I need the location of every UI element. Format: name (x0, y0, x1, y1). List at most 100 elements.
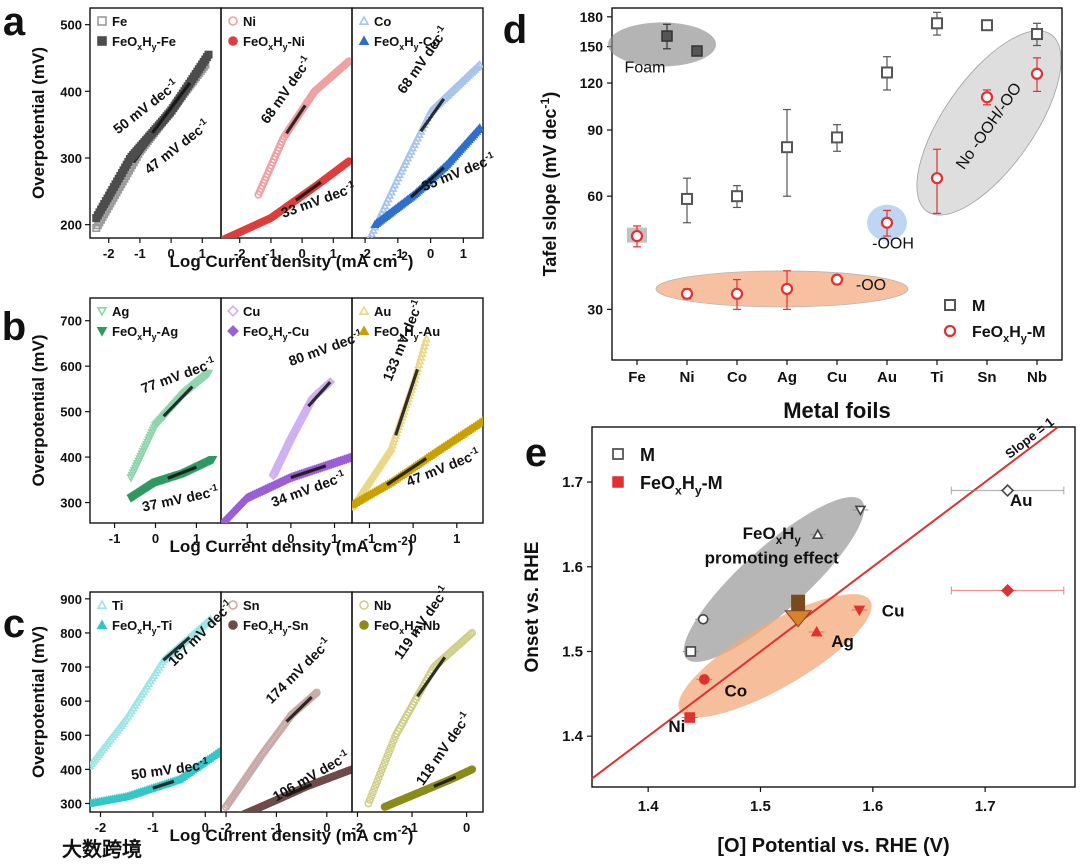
metal-point (382, 755, 391, 764)
rich-label-part: x (399, 332, 404, 342)
tafel-fit-line (162, 636, 191, 662)
metal-point (205, 614, 216, 623)
metal-point (681, 192, 693, 205)
rich-label-part: x (268, 42, 273, 52)
rich-label-part: H (273, 618, 282, 633)
x-tick-label: 1 (331, 531, 338, 546)
slope-one-line (591, 426, 1059, 780)
x-tick-label: 1.6 (862, 798, 883, 815)
x-axis-title: Metal foils (783, 398, 891, 423)
rich-label-part: Log Current density (mA cm (170, 252, 398, 271)
subplot-data (222, 688, 352, 812)
rich-label-part: H (404, 34, 413, 49)
rich-label-part: H (404, 618, 413, 633)
legend-marker-feoxhy (228, 36, 238, 46)
rich-label-part: x (137, 332, 142, 342)
metal-point (421, 334, 431, 343)
rich-label-part: -Co (419, 34, 441, 49)
legend-label-metal: Ti (112, 598, 123, 613)
feoxhy-point (684, 712, 696, 723)
metal-point (344, 57, 352, 66)
feoxhy-point (344, 157, 352, 166)
rich-label-part: -M (702, 473, 723, 493)
rich-label-part: -Au (419, 324, 441, 339)
feoxhy-point (880, 216, 894, 229)
rich-label-part: -1 (208, 482, 219, 495)
feoxhy-point (930, 172, 944, 185)
rich-label-part: ) (408, 537, 414, 556)
metal-point (343, 58, 352, 67)
feoxhy-point (830, 273, 844, 286)
metal-point (370, 784, 379, 793)
x-tick-label: 1.4 (638, 798, 660, 815)
rich-label-part: x (137, 626, 142, 636)
metal-point (781, 141, 793, 154)
metal-point (379, 762, 388, 771)
y-tick-label: 30 (587, 301, 603, 317)
y-tick-label: 180 (580, 9, 604, 25)
subplot-data (367, 59, 483, 238)
no-ooh-group-shade (916, 30, 1062, 216)
rich-label-part: H (142, 618, 151, 633)
y-axis-label: Tafel slope (mV dec-1) (538, 92, 560, 277)
rich-label-part: y (414, 42, 419, 52)
metal-point (383, 751, 392, 760)
metal-point-label: Co (725, 681, 748, 700)
rich-label-part: x (268, 626, 273, 636)
y-tick-label: 60 (587, 188, 603, 204)
legend-label-metal: M (972, 298, 985, 315)
metal-point (389, 736, 398, 745)
x-axis-label: Log Current density (mA cm-2) (170, 536, 414, 556)
legend-label-feoxhy: FeOxHy-Ag (112, 324, 178, 342)
metal-point (373, 777, 382, 786)
rich-label-part: -Ag (157, 324, 179, 339)
rich-label-part: y (414, 626, 419, 636)
metal-point (377, 766, 386, 775)
metal-point-label: Ni (668, 717, 685, 736)
x-tick-label: -1 (109, 531, 121, 546)
metal-point (685, 646, 697, 657)
legend-label-feoxhy: FeOxHy-Fe (112, 34, 176, 52)
rich-label-part: -M (1027, 324, 1046, 341)
tafel-slope-label: 167 mV dec-1 (164, 596, 237, 669)
metal-point (374, 773, 383, 782)
rich-label-part: -Ni (288, 34, 305, 49)
subplot-frame (351, 297, 484, 524)
x-tick-label: 1.7 (975, 798, 996, 815)
subplot-frame (351, 7, 484, 239)
metal-point (204, 369, 214, 378)
y-tick-label: 150 (580, 39, 604, 55)
rich-label-part: y (414, 332, 419, 342)
x-tick-label: -1 (241, 531, 253, 546)
y-tick-label: 400 (60, 84, 82, 99)
legend-label-feoxhy: FeOxHy-Ni (243, 34, 305, 52)
metal-point (854, 505, 867, 517)
plot-frame (591, 426, 1076, 788)
rich-label-part: Tafel slope (mV dec (540, 109, 560, 277)
legend-marker-metal (944, 299, 956, 311)
legend-label-metal: Nb (374, 598, 391, 613)
metal-point (388, 740, 397, 749)
rich-label-part: y (695, 483, 702, 497)
rich-label-part: -Cu (288, 324, 310, 339)
metal-point (367, 792, 376, 801)
legend-label-metal: Ni (243, 14, 256, 29)
rich-label-part: 50 mV dec (130, 757, 201, 783)
y-tick-label: 400 (60, 762, 82, 777)
rich-label-part: -1 (538, 98, 552, 109)
x-tick-label: Fe (628, 369, 646, 386)
rich-label-part: H (142, 324, 151, 339)
x-tick-label: Ni (680, 369, 695, 386)
y-tick-label: 1.6 (562, 559, 583, 576)
tafel-fit-line (151, 82, 192, 134)
tafel-fit-line (433, 775, 457, 788)
tafel-fit-line (167, 465, 198, 480)
rich-label-part: H (404, 324, 413, 339)
rich-label-part: -Ti (157, 618, 173, 633)
x-tick-label: 1 (199, 246, 206, 261)
tafel-fit-line (290, 464, 327, 480)
